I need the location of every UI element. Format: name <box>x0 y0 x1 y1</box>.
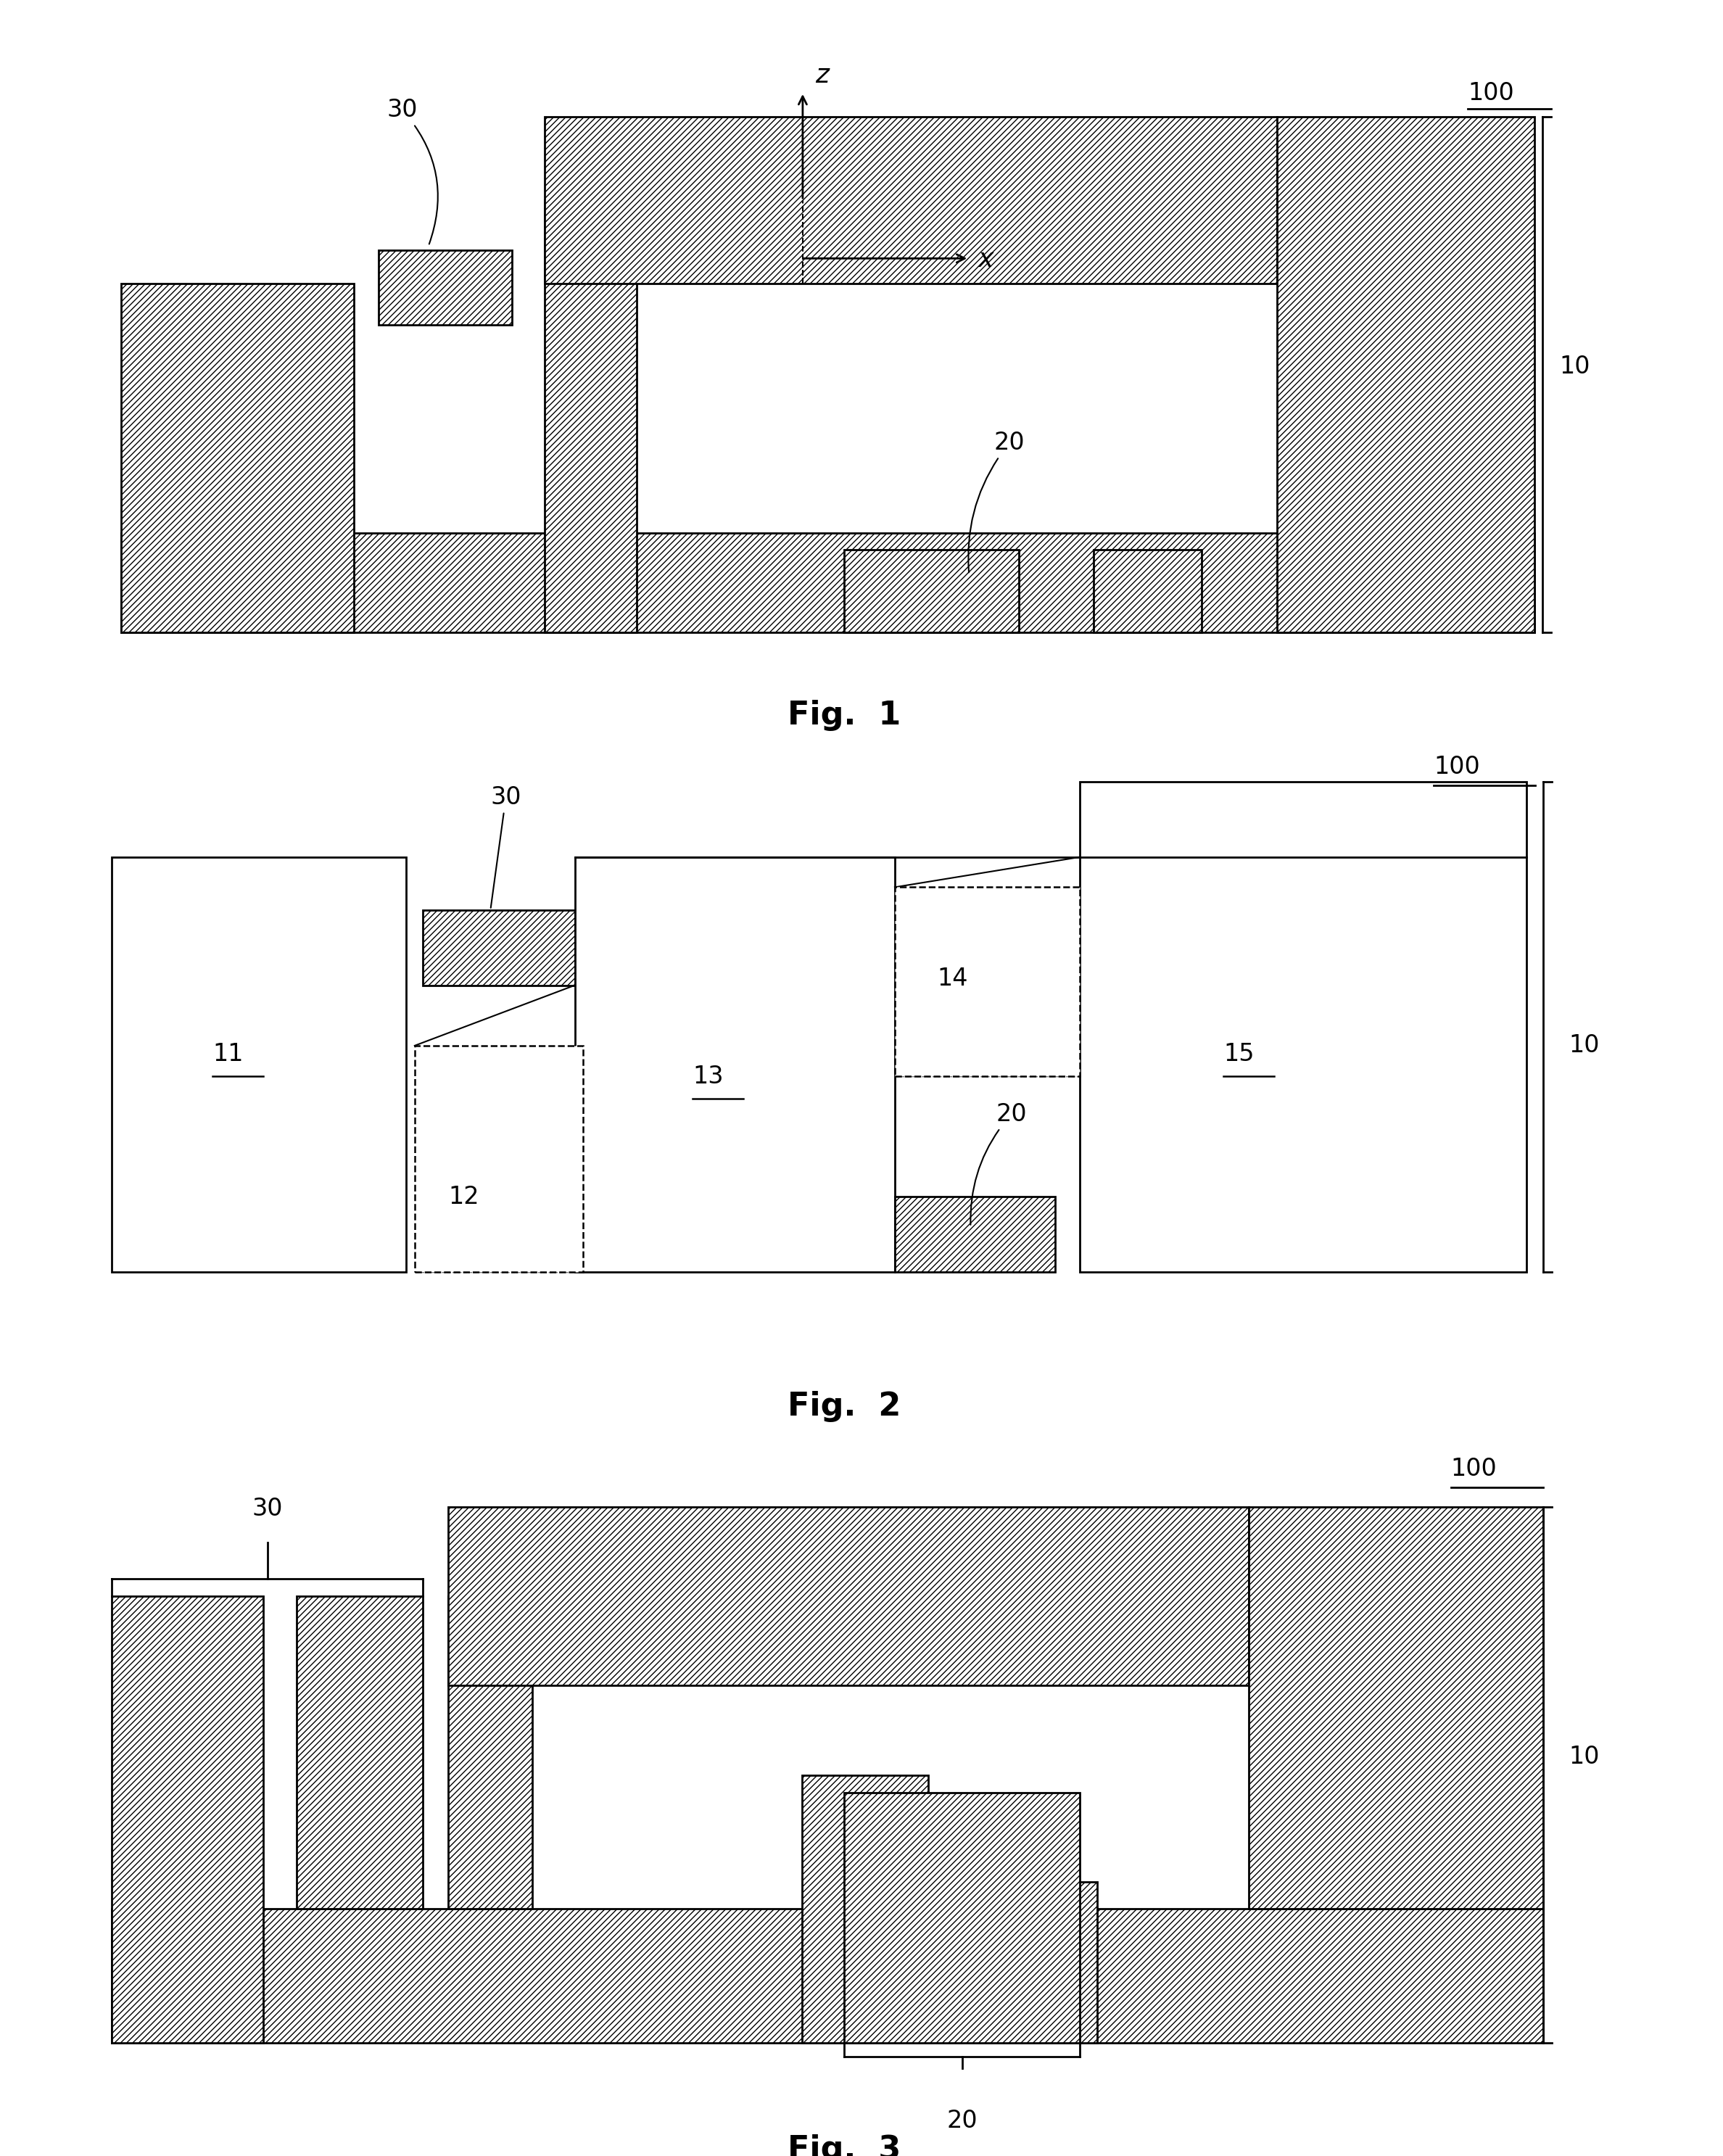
Bar <box>121 282 353 632</box>
Bar <box>544 116 1277 282</box>
Text: 30: 30 <box>491 785 522 908</box>
Bar <box>803 1774 929 2044</box>
Bar <box>1094 550 1203 632</box>
Bar <box>379 250 512 326</box>
Text: 30: 30 <box>388 99 438 244</box>
Text: Fig.  2: Fig. 2 <box>787 1391 901 1423</box>
Bar <box>1277 116 1535 632</box>
Text: 100: 100 <box>1434 755 1480 778</box>
Bar <box>448 1507 1249 1686</box>
Bar <box>544 201 636 632</box>
Text: 100: 100 <box>1468 82 1515 106</box>
Bar <box>894 1197 1054 1272</box>
Text: 30: 30 <box>252 1496 283 1520</box>
Bar <box>424 910 575 985</box>
Text: 20: 20 <box>946 2109 977 2132</box>
Bar <box>970 1882 1098 2044</box>
Text: 10: 10 <box>1568 1033 1599 1059</box>
Bar <box>1249 1507 1544 1908</box>
Text: 11: 11 <box>212 1041 243 1065</box>
Bar <box>575 856 894 1272</box>
Bar <box>112 1595 264 2044</box>
Text: 15: 15 <box>1223 1041 1254 1065</box>
Text: 20: 20 <box>970 1102 1027 1225</box>
Text: Fig.  3: Fig. 3 <box>787 2134 901 2156</box>
Bar <box>415 1046 582 1272</box>
Bar <box>1080 780 1527 1272</box>
Text: 20: 20 <box>968 431 1025 571</box>
Text: 10: 10 <box>1568 1744 1599 1770</box>
Bar <box>112 1908 1544 2044</box>
Bar <box>121 533 1535 632</box>
Text: $z$: $z$ <box>815 63 830 88</box>
Text: 13: 13 <box>693 1065 724 1089</box>
Bar <box>844 1794 1080 2044</box>
Bar <box>448 1595 532 1908</box>
Text: 14: 14 <box>937 966 968 990</box>
Text: Fig.  1: Fig. 1 <box>787 699 901 731</box>
Text: 100: 100 <box>1451 1457 1497 1481</box>
Text: $x$: $x$ <box>977 248 996 272</box>
Bar <box>844 550 1018 632</box>
Bar <box>894 888 1080 1076</box>
Bar <box>296 1595 424 1908</box>
Text: 10: 10 <box>1559 354 1590 379</box>
Text: 12: 12 <box>448 1186 479 1210</box>
Bar <box>112 856 407 1272</box>
